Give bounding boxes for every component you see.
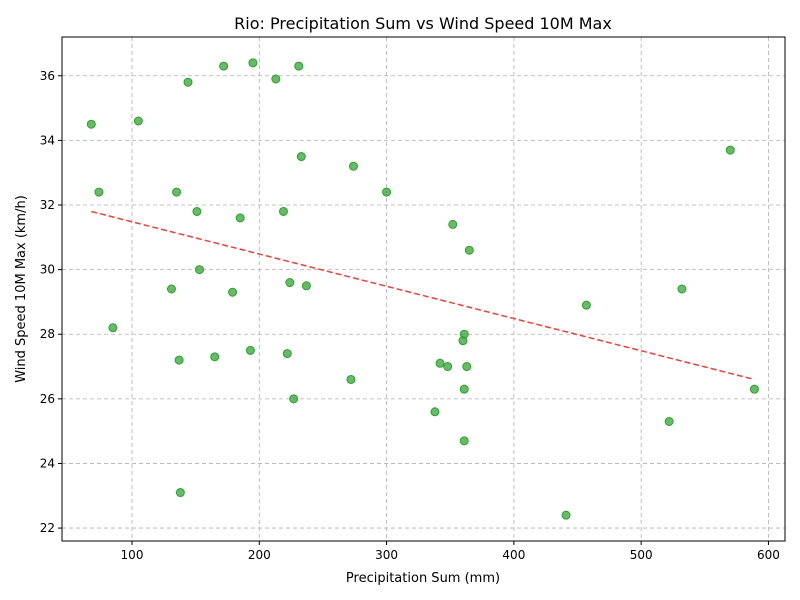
data-point: [448, 219, 458, 229]
data-point: [248, 58, 258, 68]
data-point: [219, 61, 229, 71]
y-tick-label: 26: [40, 392, 55, 406]
data-point: [194, 265, 204, 275]
chart-title: Rio: Precipitation Sum vs Wind Speed 10M…: [234, 14, 612, 33]
data-point: [561, 510, 571, 520]
data-point: [443, 362, 453, 372]
y-axis-label: Wind Speed 10M Max (km/h): [14, 195, 29, 383]
data-point: [664, 416, 674, 426]
data-point: [435, 358, 445, 368]
data-point: [346, 374, 356, 384]
data-point: [581, 300, 591, 310]
data-point: [725, 145, 735, 155]
x-tick-label: 600: [757, 548, 780, 562]
data-point: [459, 436, 469, 446]
data-point: [458, 336, 468, 346]
data-point: [271, 74, 281, 84]
x-tick-label: 300: [375, 548, 398, 562]
y-tick-label: 22: [40, 521, 55, 535]
data-point: [677, 284, 687, 294]
trend-line: [91, 210, 755, 381]
data-point: [289, 394, 299, 404]
y-tick-label: 28: [40, 327, 55, 341]
data-point: [166, 284, 176, 294]
data-point: [382, 187, 392, 197]
x-tick-label: 200: [248, 548, 271, 562]
data-point: [175, 488, 185, 498]
data-point: [172, 187, 182, 197]
data-point: [459, 384, 469, 394]
data-point: [278, 206, 288, 216]
x-axis-label: Precipitation Sum (mm): [346, 571, 500, 586]
data-point: [192, 206, 202, 216]
y-tick-label: 24: [40, 456, 55, 470]
trend-line-group: [91, 210, 755, 381]
data-point: [301, 281, 311, 291]
data-point: [285, 278, 295, 288]
y-tick-label: 34: [40, 133, 55, 147]
y-tick-label: 30: [40, 263, 55, 277]
data-point: [183, 77, 193, 87]
grid-lines: [62, 37, 785, 541]
data-point: [174, 355, 184, 365]
y-tick-label: 36: [40, 69, 55, 83]
data-point: [210, 352, 220, 362]
data-point: [108, 323, 118, 333]
data-point: [348, 161, 358, 171]
x-axis-ticks: 100 200 300 400 500 600: [121, 541, 780, 562]
data-point: [282, 349, 292, 359]
data-point: [94, 187, 104, 197]
y-axis-ticks: 22 24 26 28 30 32 34 36: [40, 69, 62, 535]
data-point: [464, 245, 474, 255]
x-tick-label: 100: [121, 548, 144, 562]
data-point: [228, 287, 238, 297]
data-points: [86, 58, 759, 520]
data-point: [294, 61, 304, 71]
data-point: [749, 384, 759, 394]
data-point: [245, 345, 255, 355]
data-point: [296, 152, 306, 162]
x-tick-label: 400: [502, 548, 525, 562]
data-point: [235, 213, 245, 223]
x-tick-label: 500: [630, 548, 653, 562]
y-tick-label: 32: [40, 198, 55, 212]
data-point: [462, 362, 472, 372]
plot-frame: [61, 36, 786, 542]
data-point: [133, 116, 143, 126]
data-point: [86, 119, 96, 129]
data-point: [430, 407, 440, 417]
